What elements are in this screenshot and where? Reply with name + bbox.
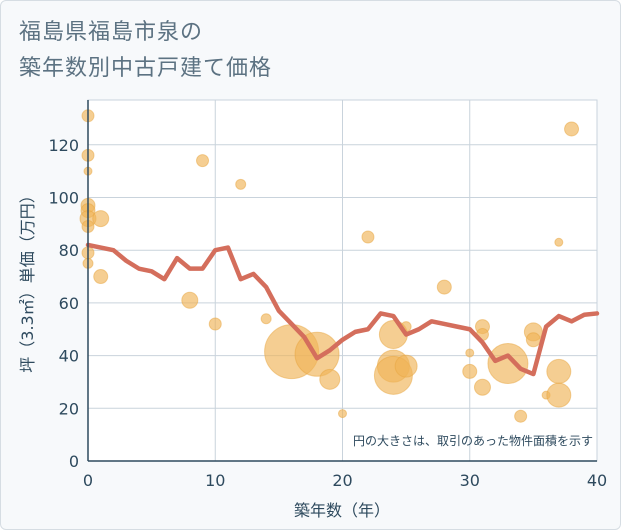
- x-tick-label: 40: [587, 471, 607, 490]
- y-tick-label: 80: [59, 241, 79, 260]
- data-bubble: [361, 230, 375, 244]
- grid-lines: [88, 100, 597, 461]
- data-bubble: [546, 382, 572, 408]
- data-bubble: [319, 368, 341, 390]
- data-bubble: [462, 363, 478, 379]
- y-tick-label: 40: [59, 347, 79, 366]
- x-tick-label: 20: [332, 471, 352, 490]
- data-bubble: [92, 210, 110, 228]
- data-bubble: [487, 343, 529, 385]
- y-tick-label: 20: [59, 399, 79, 418]
- data-bubble: [436, 279, 452, 295]
- y-tick-label: 60: [59, 294, 79, 313]
- y-tick-label: 0: [69, 452, 79, 471]
- trend-line: [85, 242, 600, 377]
- y-tick-label: 100: [48, 188, 79, 207]
- x-tick-label: 30: [460, 471, 480, 490]
- chart-title-line-1: 福島県福島市泉の: [19, 20, 204, 45]
- bubble-size-note: 円の大きさは、取引のあった物件面積を示す: [353, 433, 593, 448]
- trend-line-series: [85, 242, 600, 377]
- data-bubble: [93, 269, 109, 285]
- data-bubble: [181, 291, 199, 309]
- x-axis-label: 築年数（年）: [294, 501, 390, 520]
- data-bubble: [525, 332, 541, 348]
- chart-title-line-2: 築年数別中古戸建て価格: [19, 56, 273, 81]
- x-tick-label: 0: [83, 471, 93, 490]
- axes: 0 20 40 60 80 100 120 0 10 20 30 40: [48, 100, 607, 490]
- y-tick-label: 120: [48, 136, 79, 155]
- data-bubble: [465, 348, 475, 358]
- data-bubble: [564, 121, 580, 137]
- data-bubble: [338, 409, 347, 419]
- data-bubble: [394, 354, 418, 378]
- chart-title: 福島県福島市泉の 築年数別中古戸建て価格: [19, 15, 272, 87]
- data-bubble: [260, 313, 272, 325]
- data-bubble: [546, 358, 572, 384]
- y-axis-label: 坪（3.3㎡）単価（万円）: [18, 187, 37, 372]
- data-bubble: [514, 409, 528, 423]
- x-tick-label: 10: [205, 471, 225, 490]
- data-bubble: [196, 154, 210, 168]
- data-bubble: [554, 237, 564, 247]
- data-bubble: [473, 378, 491, 396]
- data-bubble: [235, 178, 247, 190]
- data-bubble: [208, 317, 222, 331]
